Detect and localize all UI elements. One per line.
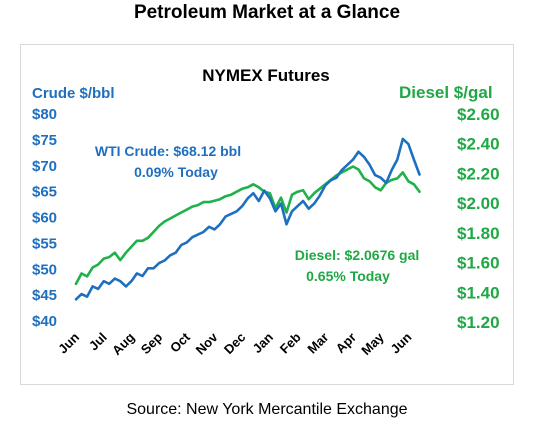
x-tick-label: Nov: [193, 329, 222, 358]
crude-annotation-line1: WTI Crude: $68.12 bbl: [95, 143, 241, 159]
right-axis-label: Diesel $/gal: [399, 83, 493, 102]
left-tick-label: $65: [32, 184, 57, 201]
x-tick-label: Feb: [277, 329, 304, 356]
right-tick-label: $1.20: [457, 313, 500, 332]
x-tick-label: Mar: [304, 330, 331, 357]
left-tick-label: $80: [32, 106, 57, 123]
x-tick-label: May: [358, 329, 387, 358]
right-tick-label: $2.40: [457, 135, 500, 154]
chart-title: NYMEX Futures: [202, 66, 330, 85]
x-tick-label: Jun: [55, 329, 82, 356]
x-tick-label: Sep: [138, 329, 166, 357]
right-tick-label: $1.80: [457, 224, 500, 243]
x-tick-label: Apr: [333, 330, 359, 356]
right-tick-label: $2.00: [457, 194, 500, 213]
right-tick-label: $1.60: [457, 254, 500, 273]
left-tick-label: $55: [32, 235, 57, 252]
x-tick-label: Jul: [86, 330, 110, 354]
crude-annotation-line2: 0.09% Today: [134, 164, 218, 180]
diesel-annotation-line2: 0.65% Today: [306, 268, 390, 284]
left-tick-label: $60: [32, 210, 57, 227]
diesel-line: [74, 165, 421, 286]
page-title: Petroleum Market at a Glance: [133, 2, 401, 23]
chart-panel: [20, 44, 514, 385]
diesel-annotation-line1: Diesel: $2.0676 gal: [295, 247, 420, 263]
right-tick-label: $2.20: [457, 164, 500, 183]
source-note: Source: New York Mercantile Exchange: [126, 401, 408, 418]
right-tick-label: $2.60: [457, 105, 500, 124]
left-tick-label: $75: [32, 132, 57, 149]
left-tick-label: $70: [32, 158, 57, 175]
x-tick-label: Dec: [221, 330, 248, 357]
x-tick-label: Oct: [167, 329, 193, 355]
wti-crude-line: [74, 137, 421, 301]
left-axis-label: Crude $/bbl: [32, 85, 115, 102]
right-tick-label: $1.40: [457, 283, 500, 302]
x-tick-label: Jun: [388, 329, 415, 356]
x-tick-label: Jan: [250, 329, 276, 355]
left-tick-label: $45: [32, 287, 57, 304]
left-tick-label: $40: [32, 313, 57, 330]
left-tick-label: $50: [32, 261, 57, 278]
x-tick-label: Aug: [109, 329, 138, 358]
